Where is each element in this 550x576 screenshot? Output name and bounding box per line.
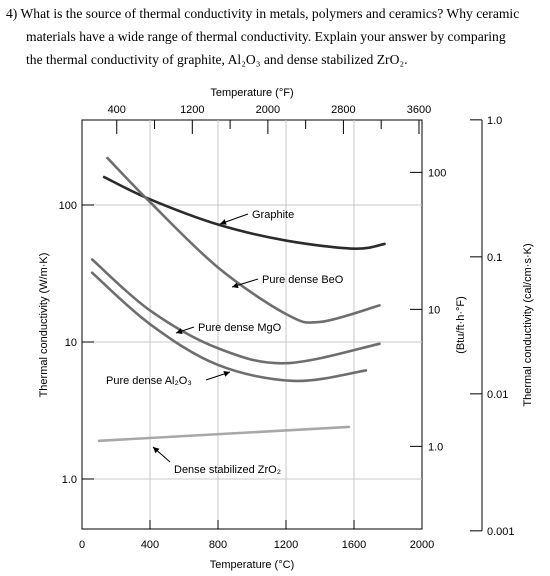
series-line-zro2: [97, 425, 351, 443]
x-tick-label: 1200: [274, 539, 298, 551]
x-tick-label: 800: [209, 539, 227, 551]
series-label-arrow-beo: [232, 282, 239, 289]
grid: [82, 120, 422, 529]
series-label-zro2: Dense stabilized ZrO₂: [174, 464, 281, 476]
series-line-mgo: [90, 258, 381, 365]
y-right1-tick-label: 100: [428, 167, 446, 179]
y-right2-tick-label: 0.01: [487, 389, 508, 401]
plot-frame: [81, 119, 423, 530]
x-top-tick-label: 3600: [407, 104, 431, 116]
y-right1-axis-title: (Btu/ft·h·°F): [455, 296, 467, 354]
question-line-2: materials have a wide range of thermal c…: [26, 29, 506, 44]
series-label-arrow-zro2: [153, 447, 160, 454]
y-tick-label: 100: [59, 200, 77, 212]
y-right2-tick-label: 1.0: [487, 115, 502, 127]
y-right2-axis-title: Thermal conductivity (cal/cm·s·K): [522, 243, 534, 406]
axes: 0 400 800 1200 1600 2000 400 1200 2000 2800 3600 1.…: [59, 104, 515, 551]
x-top-tick-label: 2800: [331, 104, 355, 116]
series-labels: Graphite Pure dense BeO Pure dense MgO Pure…: [106, 209, 344, 476]
series-label-arrow-al2o3: [223, 371, 230, 377]
x-tick-label: 2000: [410, 539, 434, 551]
x-tick-label: 400: [141, 539, 159, 551]
series-line-beo: [106, 156, 381, 324]
series-line-graphite: [102, 175, 386, 250]
x-top-axis-title: Temperature (°F): [210, 87, 293, 99]
question-line-1: 4) What is the source of thermal conduct…: [6, 6, 520, 21]
x-top-tick-label: 2000: [256, 104, 280, 116]
question-line-3: the thermal conductivity of graphite, Al…: [26, 52, 408, 67]
y-tick-label: 1.0: [62, 474, 77, 486]
y-right2-tick-label: 0.001: [487, 526, 515, 538]
y-right1-tick-label: 10: [428, 304, 440, 316]
series-label-al2o3: Pure dense Al₂O₃: [106, 375, 192, 387]
series-label-beo: Pure dense BeO: [262, 274, 344, 286]
y-tick-label: 10: [65, 337, 77, 349]
x-top-tick-label: 400: [108, 104, 126, 116]
series-label-arrow-mgo: [176, 328, 183, 334]
x-tick-label: 0: [79, 539, 85, 551]
x-axis-title: Temperature (°C): [210, 559, 294, 571]
series-label-mgo: Pure dense MgO: [198, 322, 282, 334]
x-top-tick-label: 1200: [180, 104, 204, 116]
y-axis-title: Thermal conductivity (W/m·K): [38, 253, 50, 398]
series-line-al2o3: [90, 271, 368, 383]
series-group: [90, 156, 386, 443]
series-label-arrow-graphite: [220, 219, 227, 225]
question-text: 4) What is the source of thermal conduct…: [6, 2, 546, 71]
x-tick-label: 1600: [342, 539, 366, 551]
y-right1-tick-label: 1.0: [428, 441, 443, 453]
y-right2-tick-label: 0.1: [487, 252, 502, 264]
series-label-graphite: Graphite: [252, 209, 294, 221]
